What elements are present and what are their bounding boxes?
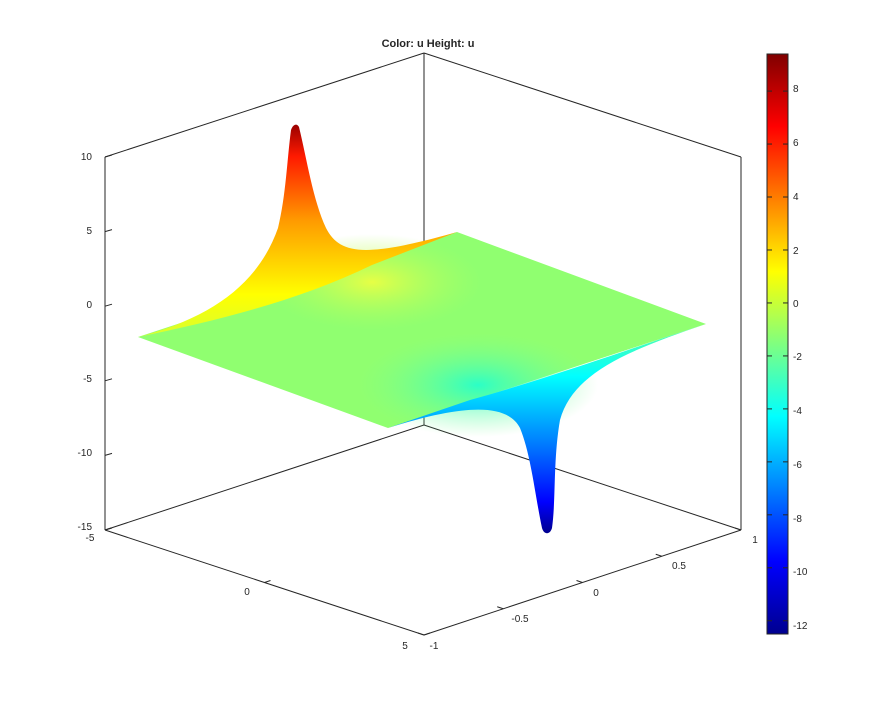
colorbar-gradient [766, 53, 789, 635]
z-tick-mark [104, 452, 113, 456]
axis-ticks [104, 154, 742, 636]
z-tick-label-5: 5 [86, 226, 92, 237]
colorbar-tick-label-minus2: -2 [793, 352, 802, 363]
colorbar-tick-label-minus10: -10 [793, 567, 808, 578]
y-tick-mark [576, 580, 583, 583]
colorbar-tick-label-4: 4 [793, 192, 799, 203]
x-tick-mark [104, 527, 112, 531]
chart-title: Color: u Height: u [382, 38, 475, 50]
y-tick-mark [497, 606, 504, 610]
x-tick-mark [264, 580, 271, 583]
surface-base [138, 232, 706, 428]
z-tick-mark [104, 378, 113, 382]
y-tick-mark [417, 632, 425, 636]
y-axis: -1 -0.5 0 0.5 1 [430, 535, 759, 652]
z-tick-mark [104, 303, 113, 307]
colorbar-tick-label-2: 2 [793, 246, 799, 257]
colorbar-tick-label-minus4: -4 [793, 406, 802, 417]
surface-trough [388, 324, 706, 534]
surface [138, 124, 706, 534]
axes-box-back [104, 52, 742, 531]
z-tick-label-minus10: -10 [78, 448, 93, 459]
colorbar-ticks [767, 90, 788, 622]
z-tick-label-minus5: -5 [83, 374, 92, 385]
y-tick-mark [655, 553, 662, 557]
y-tick-label-1: 1 [752, 535, 758, 546]
x-axis: -5 0 5 [86, 533, 409, 652]
colorbar-tick-label-minus6: -6 [793, 460, 802, 471]
y-tick-label-0: 0 [593, 588, 599, 599]
x-tick-mark [423, 632, 431, 636]
z-tick-mark [104, 229, 113, 233]
z-tick-mark [104, 154, 113, 158]
y-tick-label-minus1: -1 [430, 641, 439, 652]
surface-peak [138, 124, 457, 337]
colorbar-tick-label-minus12: -12 [793, 621, 808, 632]
x-tick-label-0: 0 [244, 587, 250, 598]
axes-box-front [104, 529, 742, 636]
colorbar: 8 6 4 2 0 -2 -4 -6 -8 -10 -12 [766, 53, 808, 635]
z-tick-label-0: 0 [86, 300, 92, 311]
x-tick-label-5: 5 [402, 641, 408, 652]
colorbar-tick-label-8: 8 [793, 84, 799, 95]
y-tick-label-0.5: 0.5 [672, 561, 686, 572]
z-tick-label-minus15: -15 [78, 522, 93, 533]
z-tick-label-10: 10 [81, 152, 93, 163]
y-tick-mark [734, 527, 742, 531]
z-axis: 10 5 0 -5 -10 -15 [78, 152, 93, 533]
colorbar-tick-label-0: 0 [793, 299, 799, 310]
colorbar-tick-label-minus8: -8 [793, 514, 802, 525]
colorbar-tick-label-6: 6 [793, 138, 799, 149]
y-tick-label-minus0.5: -0.5 [511, 614, 529, 625]
x-tick-label-minus5: -5 [86, 533, 95, 544]
